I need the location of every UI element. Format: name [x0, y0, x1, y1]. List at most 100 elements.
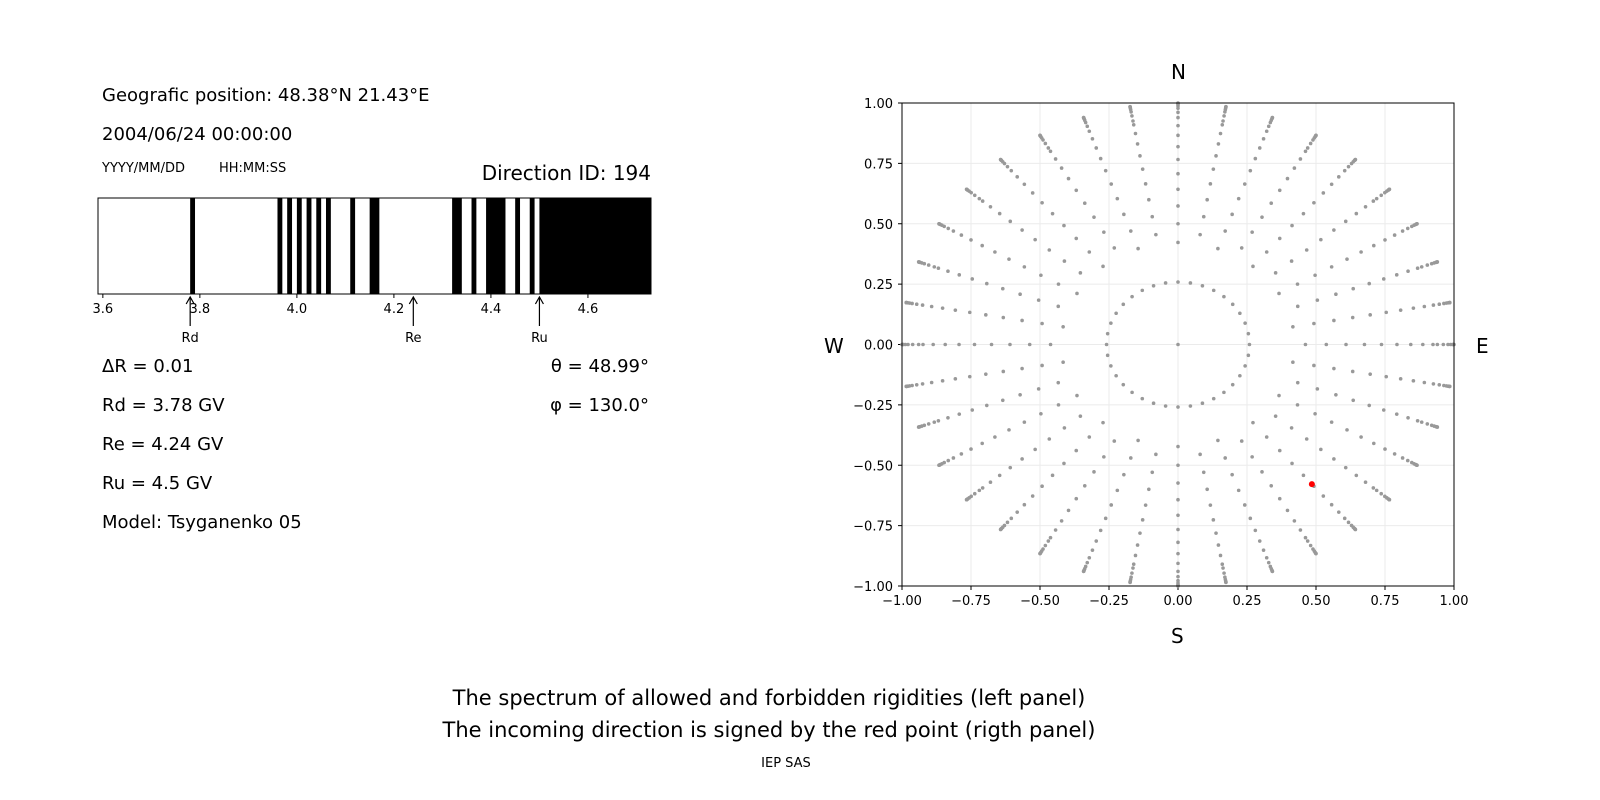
direction-point [1242, 503, 1247, 507]
direction-point [1087, 555, 1092, 560]
direction-point [1435, 260, 1440, 264]
direction-point [1291, 360, 1295, 365]
direction-point [1269, 201, 1274, 206]
forbidden-band [350, 198, 356, 294]
direction-point [1101, 420, 1105, 425]
direction-point [921, 342, 925, 347]
direction-point [1342, 516, 1347, 521]
direction-point [998, 527, 1003, 532]
direction-point [1140, 288, 1145, 293]
direction-point [1201, 214, 1206, 219]
direction-point [1130, 114, 1134, 118]
direction-point [980, 199, 985, 203]
direction-point [1008, 219, 1013, 224]
direction-point [1214, 531, 1218, 535]
direction-point [1411, 379, 1416, 383]
direction-point [1315, 298, 1320, 302]
direction-point [1312, 363, 1316, 368]
forbidden-band [529, 198, 535, 294]
direction-point [1367, 281, 1372, 286]
direction-point [1039, 411, 1043, 416]
time-format: HH:MM:SS [219, 161, 287, 176]
direction-point [1408, 342, 1413, 347]
direction-point [969, 238, 973, 242]
direction-point [1264, 555, 1269, 560]
direction-point [1270, 569, 1275, 574]
direction-point [1324, 342, 1329, 347]
direction-point [1313, 273, 1317, 278]
direction-point [1143, 182, 1148, 186]
direction-point [1015, 510, 1020, 514]
direction-point [946, 458, 951, 463]
y-tick-label: −0.75 [853, 520, 893, 535]
direction-point [1379, 491, 1384, 496]
direction-point [1363, 205, 1368, 209]
direction-point [1224, 580, 1228, 585]
direction-point [1400, 456, 1405, 460]
direction-id: Direction ID: 194 [481, 161, 651, 185]
y-tick-label: 0.50 [864, 218, 893, 233]
direction-point [1368, 313, 1372, 317]
direction-point [993, 435, 997, 439]
direction-point [1260, 470, 1264, 474]
direction-point [1163, 404, 1168, 408]
re-value: Re = 4.24 GV [102, 434, 224, 455]
direction-point [1211, 396, 1216, 401]
direction-point [1387, 497, 1392, 502]
direction-point [1239, 246, 1244, 250]
direction-point [1295, 380, 1300, 385]
forbidden-band [190, 198, 196, 294]
direction-point [1342, 168, 1347, 173]
direction-point [1371, 486, 1376, 490]
direction-point [1022, 420, 1027, 424]
direction-point [1109, 364, 1113, 368]
direction-point [1236, 196, 1241, 201]
direction-point [1122, 472, 1126, 477]
direction-point [1128, 104, 1132, 109]
direction-point [1415, 463, 1419, 468]
direction-point [1176, 540, 1180, 545]
direction-point [1251, 420, 1255, 425]
direction-point [1218, 131, 1223, 136]
direction-point [1208, 503, 1213, 507]
direction-point [1329, 182, 1334, 187]
direction-point [1151, 401, 1156, 406]
direction-point [1319, 447, 1323, 452]
direction-point [1332, 228, 1336, 232]
direction-point [1176, 133, 1180, 138]
direction-point [959, 452, 964, 456]
direction-point [1344, 342, 1348, 347]
direction-point [1230, 212, 1234, 217]
direction-point [1230, 382, 1235, 387]
forbidden-band [539, 198, 651, 294]
direction-point [1270, 115, 1275, 120]
direction-point [1176, 221, 1180, 226]
direction-point [1053, 528, 1058, 532]
direction-point [1081, 115, 1086, 120]
x-tick-label: −1.00 [882, 594, 922, 609]
direction-point [1250, 230, 1254, 234]
direction-point [964, 187, 969, 192]
direction-point [1398, 377, 1403, 381]
direction-point [1354, 473, 1359, 478]
direction-point [1128, 580, 1132, 585]
direction-point [1362, 342, 1367, 347]
x-tick-label: −0.50 [1020, 594, 1060, 609]
direction-point [1448, 384, 1452, 389]
direction-point [1247, 342, 1252, 347]
direction-point [1046, 146, 1051, 150]
direction-point [1036, 387, 1041, 391]
direction-point [1251, 264, 1255, 269]
direction-point [1257, 146, 1262, 150]
direction-point [1048, 149, 1053, 154]
x-tick-label: 4.6 [578, 302, 599, 317]
direction-point [1109, 503, 1114, 507]
direction-point [1027, 342, 1032, 347]
direction-point [972, 342, 977, 347]
direction-point [1243, 364, 1247, 368]
direction-point [1188, 281, 1193, 285]
direction-point [1140, 518, 1145, 522]
direction-point [1285, 508, 1290, 513]
direction-point [1246, 353, 1251, 358]
direction-point [1308, 543, 1313, 548]
